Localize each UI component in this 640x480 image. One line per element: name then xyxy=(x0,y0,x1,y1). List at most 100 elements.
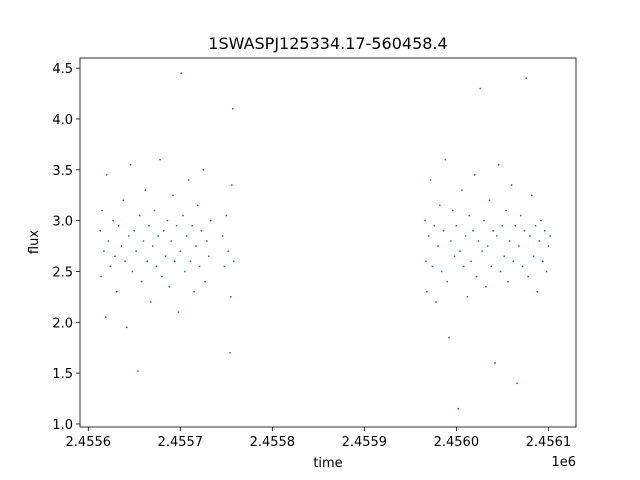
data-point xyxy=(464,234,467,237)
data-point xyxy=(425,260,427,263)
data-point xyxy=(161,275,163,278)
data-point xyxy=(122,199,125,202)
data-point xyxy=(475,275,478,278)
data-point xyxy=(536,290,539,293)
y-tick-label: 1.0 xyxy=(52,418,73,433)
data-point xyxy=(484,285,487,288)
data-point xyxy=(507,280,509,283)
data-point xyxy=(148,224,150,227)
data-point xyxy=(516,382,519,385)
data-point xyxy=(120,245,123,247)
plot-frame xyxy=(79,57,577,428)
data-point xyxy=(543,229,546,232)
data-point xyxy=(519,214,522,217)
data-point xyxy=(455,224,458,227)
data-point xyxy=(429,179,432,181)
data-point xyxy=(100,275,103,278)
data-point xyxy=(530,194,533,197)
data-point xyxy=(227,250,230,253)
data-point xyxy=(168,285,171,288)
data-point xyxy=(532,255,535,258)
y-tick-label: 3.0 xyxy=(52,215,73,230)
data-point xyxy=(157,234,160,237)
data-point xyxy=(109,265,112,268)
data-point xyxy=(512,260,515,263)
data-point xyxy=(204,280,207,283)
data-point xyxy=(153,209,156,212)
data-point xyxy=(483,219,485,222)
y-axis-label: flux xyxy=(27,230,42,254)
data-point xyxy=(170,240,173,242)
data-point xyxy=(196,204,199,207)
data-point xyxy=(426,290,428,293)
data-point xyxy=(131,270,134,273)
data-point xyxy=(453,255,456,258)
data-point xyxy=(492,229,495,232)
x-axis-offset-label: 1e6 xyxy=(551,455,576,470)
data-point xyxy=(433,224,436,227)
data-point xyxy=(129,163,132,166)
data-point xyxy=(442,229,445,232)
data-point xyxy=(198,265,201,268)
data-point xyxy=(126,326,128,329)
data-point xyxy=(107,240,110,242)
data-point xyxy=(444,158,447,161)
data-point xyxy=(505,209,507,212)
data-point xyxy=(146,260,149,263)
data-point xyxy=(230,295,232,298)
data-point xyxy=(206,240,208,242)
data-point xyxy=(503,255,506,258)
data-point xyxy=(549,234,552,237)
data-point xyxy=(104,316,107,319)
data-point xyxy=(479,87,482,90)
data-point xyxy=(117,224,120,227)
data-point xyxy=(427,234,430,237)
data-point xyxy=(510,184,513,186)
y-axis: 1.0 1.5 2.0 2.5 3.0 3.5 4.0 4.5 xyxy=(52,62,80,433)
data-point xyxy=(541,260,544,263)
data-point xyxy=(231,107,234,110)
data-point xyxy=(431,265,434,268)
data-point xyxy=(229,351,231,354)
data-point xyxy=(180,72,183,75)
data-point xyxy=(451,209,454,212)
data-point xyxy=(460,189,463,192)
data-point xyxy=(437,245,439,247)
data-point xyxy=(521,265,524,268)
data-point xyxy=(468,214,471,217)
data-point xyxy=(470,260,472,263)
data-point xyxy=(446,280,449,283)
data-point xyxy=(115,290,118,293)
data-point xyxy=(449,240,452,242)
data-point xyxy=(172,194,174,197)
data-point xyxy=(142,240,145,242)
data-point xyxy=(529,234,531,237)
data-point xyxy=(457,407,460,410)
data-point xyxy=(200,229,203,232)
data-point xyxy=(202,168,205,171)
data-point xyxy=(191,224,194,227)
data-point xyxy=(486,245,489,247)
x-tick-label: 2.4559 xyxy=(342,435,388,450)
data-point xyxy=(495,234,498,237)
data-point xyxy=(112,219,115,222)
data-point xyxy=(207,255,210,258)
data-point xyxy=(223,265,226,268)
data-point xyxy=(166,219,169,222)
data-point xyxy=(473,174,476,176)
data-point xyxy=(162,229,165,232)
data-point xyxy=(499,270,502,273)
y-tick-label: 2.5 xyxy=(52,265,73,280)
data-point xyxy=(195,245,197,247)
data-point xyxy=(127,234,130,237)
data-point xyxy=(534,224,537,227)
data-point xyxy=(540,219,542,222)
y-tick-label: 4.5 xyxy=(52,62,73,77)
data-point xyxy=(105,174,108,176)
data-point xyxy=(177,311,180,314)
data-point xyxy=(187,179,190,181)
data-point xyxy=(538,240,541,242)
data-point xyxy=(182,214,184,217)
